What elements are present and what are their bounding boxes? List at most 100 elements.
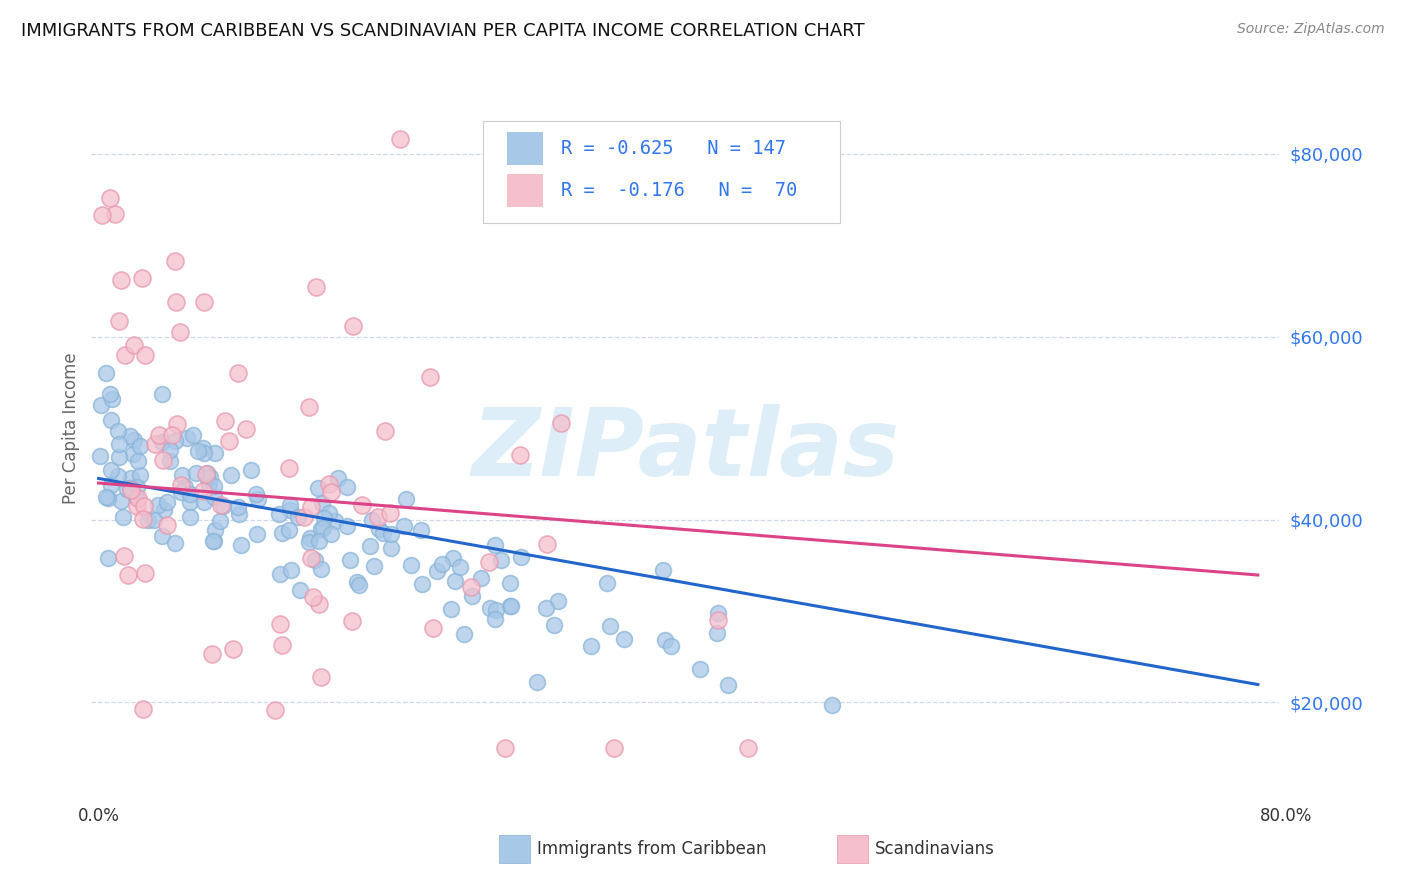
Point [187,444,209,458]
Y-axis label: Per Capita Income: Per Capita Income [62,352,80,504]
Text: R = -0.625   N = 147: R = -0.625 N = 147 [561,139,786,158]
Point [328,470,350,484]
Point [267,507,290,521]
Point [821,698,844,712]
Point [654,632,676,647]
Text: Scandinavians: Scandinavians [875,840,994,858]
Point [114,348,136,362]
Point [208,514,231,528]
Point [314,511,336,525]
Point [318,506,340,520]
Point [278,503,301,517]
Point [499,599,522,613]
Point [204,446,226,460]
Point [547,594,569,608]
Point [499,576,522,591]
Point [478,555,501,569]
Point [117,567,139,582]
Point [120,482,142,496]
Point [509,449,531,463]
Point [226,366,249,380]
Point [706,626,728,640]
Point [193,295,215,310]
Point [304,553,326,567]
Point [453,627,475,641]
Point [195,470,218,484]
Point [388,132,411,146]
Point [120,471,142,485]
Point [308,534,330,549]
Point [124,434,146,448]
Point [484,538,506,552]
Point [347,577,370,591]
Point [136,513,159,527]
Point [419,370,441,384]
Point [163,535,186,549]
Point [170,485,193,500]
Point [115,482,138,496]
Point [652,563,675,577]
Point [706,607,728,621]
Point [309,670,332,684]
Point [395,491,418,506]
Point [108,314,131,328]
Point [89,449,111,463]
Point [132,702,155,716]
Point [309,562,332,576]
Point [197,477,219,491]
Text: R =  -0.176   N =  70: R = -0.176 N = 70 [561,180,797,200]
Point [108,450,131,464]
Point [342,615,364,629]
Point [201,534,224,549]
Point [202,491,225,505]
Point [443,574,465,588]
Point [134,500,156,514]
Point [214,414,236,428]
Point [305,279,328,293]
Point [401,558,423,572]
Point [339,553,361,567]
Point [128,439,150,453]
Point [245,487,267,501]
Point [292,509,315,524]
Point [202,533,225,548]
Point [170,477,193,491]
Text: 80.0%: 80.0% [1260,807,1313,825]
Point [235,422,257,436]
Point [246,492,269,507]
Text: Source: ZipAtlas.com: Source: ZipAtlas.com [1237,22,1385,37]
Point [174,480,197,494]
Point [100,478,122,492]
Point [218,434,240,448]
Point [110,494,132,508]
Point [543,618,565,632]
Point [264,702,287,716]
Point [90,398,112,412]
Point [312,521,335,535]
Point [491,553,513,567]
Point [510,550,533,565]
Point [125,490,148,504]
Point [222,641,245,656]
Point [156,495,179,509]
Point [374,424,396,438]
Point [121,447,143,461]
Point [689,662,711,676]
Point [159,454,181,468]
Point [142,512,165,526]
Point [186,467,208,481]
Point [246,527,269,541]
Point [165,253,187,268]
Point [278,523,301,537]
Point [280,498,302,512]
Point [100,413,122,427]
Point [319,526,342,541]
Point [211,500,233,514]
Point [290,582,312,597]
Point [323,514,346,528]
Point [299,550,322,565]
Point [110,273,132,287]
Point [90,209,112,223]
Point [470,571,492,585]
Point [661,639,683,653]
